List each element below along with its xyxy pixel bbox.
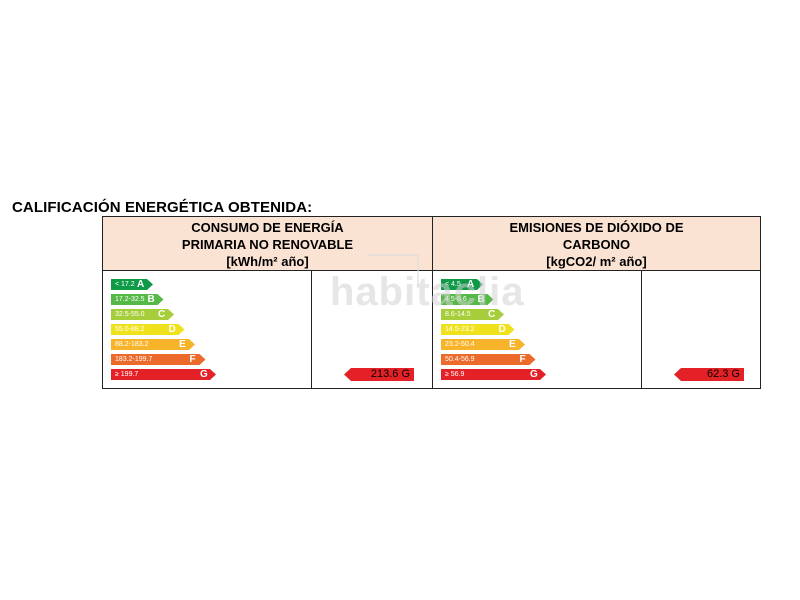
scale-bar-shape: [441, 309, 504, 320]
emissions-scale-bars: < 4.5 A 4.5-8.6 B 8.6-14.5 C 14.5-23.2 D 23.2-50…: [433, 271, 641, 388]
energy-header: CONSUMO DE ENERGÍA PRIMARIA NO RENOVABLE…: [103, 217, 432, 271]
emissions-result-value: 62.3 G: [706, 368, 740, 380]
scale-bar-letter: C: [488, 309, 496, 320]
scale-bar-range: 4.5-8.6: [445, 296, 467, 303]
scale-bar-letter: B: [147, 294, 155, 305]
scale-bar-range: ≥ 199.7: [115, 371, 139, 378]
scale-bar-shape: [111, 369, 216, 380]
scale-bar-letter: E: [509, 339, 516, 350]
scale-bar-g: ≥ 199.7 G: [111, 369, 216, 380]
scale-bar-d: 14.5-23.2 D: [441, 324, 515, 335]
scale-bar-range: 8.6-14.5: [445, 311, 471, 318]
scale-bar-shape: [111, 339, 195, 350]
scale-bar-letter: D: [498, 324, 506, 335]
scale-bar-range: 50.4-56.9: [445, 356, 475, 363]
page-title: CALIFICACIÓN ENERGÉTICA OBTENIDA:: [12, 199, 313, 216]
scale-bar-f: 183.2-199.7 F: [111, 354, 206, 365]
scale-bar-a: < 4.5 A: [441, 279, 483, 290]
emissions-header-line-1: EMISIONES DE DIÓXIDO DE: [509, 220, 684, 235]
watermark-logo: habitaclia: [330, 270, 525, 314]
energy-result-arrow: 213.6 G: [344, 368, 414, 381]
scale-bar-letter: D: [168, 324, 176, 335]
scale-bar-a: < 17.2 A: [111, 279, 153, 290]
scale-bar-g: ≥ 56.9 G: [441, 369, 546, 380]
scale-bar-letter: A: [467, 279, 475, 290]
watermark-frame: [367, 254, 419, 286]
scale-bar-letter: G: [200, 369, 208, 380]
scale-bar-range: 88.2-183.2: [115, 341, 149, 348]
energy-panel: CONSUMO DE ENERGÍA PRIMARIA NO RENOVABLE…: [103, 217, 433, 388]
scale-bar-shape: [441, 294, 494, 305]
emissions-result-arrow: 62.3 G: [674, 368, 744, 381]
scale-bar-b: 17.2-32.5 B: [111, 294, 164, 305]
scale-bar-shape: [441, 279, 483, 290]
emissions-result-shape: [674, 368, 744, 381]
scale-bar-shape: [441, 324, 515, 335]
scale-bar-range: 14.5-23.2: [445, 326, 475, 333]
scale-bar-b: 4.5-8.6 B: [441, 294, 494, 305]
scale-bar-letter: C: [158, 309, 166, 320]
scale-bar-c: 32.5-55.0 C: [111, 309, 174, 320]
scale-bar-range: 32.5-55.0: [115, 311, 145, 318]
emissions-scale: < 4.5 A 4.5-8.6 B 8.6-14.5 C 14.5-23.2 D 23.2-50…: [433, 271, 642, 388]
scale-bar-letter: B: [477, 294, 485, 305]
scale-bar-letter: F: [519, 354, 526, 365]
scale-bar-range: 55.0-88.2: [115, 326, 145, 333]
energy-header-line-2: PRIMARIA NO RENOVABLE: [181, 237, 354, 252]
scale-bar-range: < 17.2: [115, 281, 135, 288]
scale-bar-shape: [441, 339, 525, 350]
emissions-header-unit: [kgCO2/ m² año]: [546, 254, 647, 269]
energy-header-line-1: CONSUMO DE ENERGÍA: [191, 220, 344, 235]
scale-bar-shape: [441, 369, 546, 380]
emissions-panel: EMISIONES DE DIÓXIDO DE CARBONO [kgCO2/ …: [433, 217, 760, 388]
energy-scale: < 17.2 A 17.2-32.5 B 32.5-55.0 C 55.0-88.2 D 88.…: [103, 271, 312, 388]
energy-result-value: 213.6 G: [370, 368, 410, 380]
scale-bar-e: 88.2-183.2 E: [111, 339, 195, 350]
scale-bar-range: < 4.5: [445, 281, 461, 288]
scale-bar-c: 8.6-14.5 C: [441, 309, 504, 320]
scale-bar-letter: E: [179, 339, 186, 350]
scale-bar-range: 183.2-199.7: [115, 356, 153, 363]
scale-bar-f: 50.4-56.9 F: [441, 354, 536, 365]
energy-result-shape: [344, 368, 414, 381]
scale-bar-shape: [111, 354, 206, 365]
scale-bar-shape: [111, 309, 174, 320]
energy-rating-table: CONSUMO DE ENERGÍA PRIMARIA NO RENOVABLE…: [102, 216, 761, 389]
energy-scale-bars: < 17.2 A 17.2-32.5 B 32.5-55.0 C 55.0-88.2 D 88.…: [103, 271, 311, 388]
scale-bar-shape: [441, 354, 536, 365]
scale-bar-d: 55.0-88.2 D: [111, 324, 185, 335]
scale-bar-e: 23.2-50.4 E: [441, 339, 525, 350]
scale-bar-shape: [111, 279, 153, 290]
scale-bar-letter: G: [530, 369, 538, 380]
scale-bar-letter: F: [189, 354, 196, 365]
scale-bar-shape: [111, 324, 185, 335]
scale-bar-shape: [111, 294, 164, 305]
scale-bar-letter: A: [137, 279, 145, 290]
scale-bar-range: ≥ 56.9: [445, 371, 465, 378]
emissions-header: EMISIONES DE DIÓXIDO DE CARBONO [kgCO2/ …: [433, 217, 760, 271]
energy-header-unit: [kWh/m² año]: [226, 254, 309, 269]
scale-bar-range: 23.2-50.4: [445, 341, 475, 348]
emissions-header-line-2: CARBONO: [562, 237, 631, 252]
scale-bar-range: 17.2-32.5: [115, 296, 145, 303]
